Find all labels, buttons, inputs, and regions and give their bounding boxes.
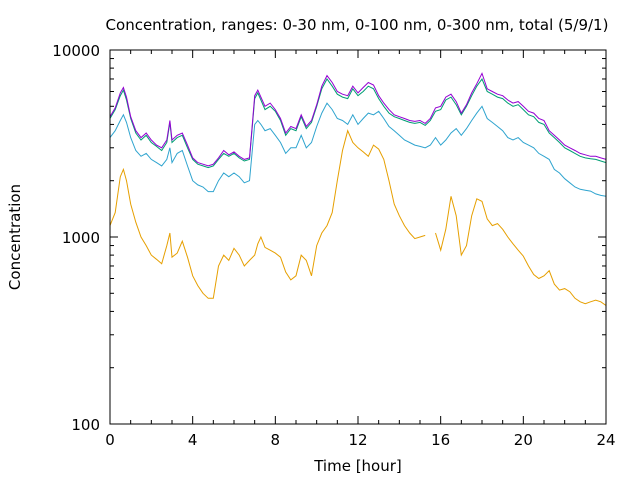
x-axis-label: Time [hour] [313,457,402,475]
chart-title: Concentration, ranges: 0-30 nm, 0-100 nm… [106,16,609,34]
series-line-3 [109,77,607,169]
tick-layer: 0 4 8 12 16 20 24 100 1000 10000 [52,42,615,449]
y-tick-label: 1000 [62,229,100,247]
series-line-4 [109,72,607,167]
y-tick-label: 10000 [52,42,100,60]
x-tick-label: 20 [514,431,533,449]
series-line-1 [109,129,607,306]
x-tick-label: 8 [271,431,281,449]
series-line-2 [109,102,607,197]
x-tick-label: 0 [105,431,115,449]
x-tick-label: 24 [596,431,615,449]
x-tick-label: 16 [431,431,450,449]
y-tick-label: 100 [71,416,100,434]
x-tick-label: 12 [348,431,367,449]
plot-frame [109,49,607,425]
y-axis-label: Concentration [6,184,24,290]
x-tick-label: 4 [188,431,198,449]
series-layer [109,72,607,306]
